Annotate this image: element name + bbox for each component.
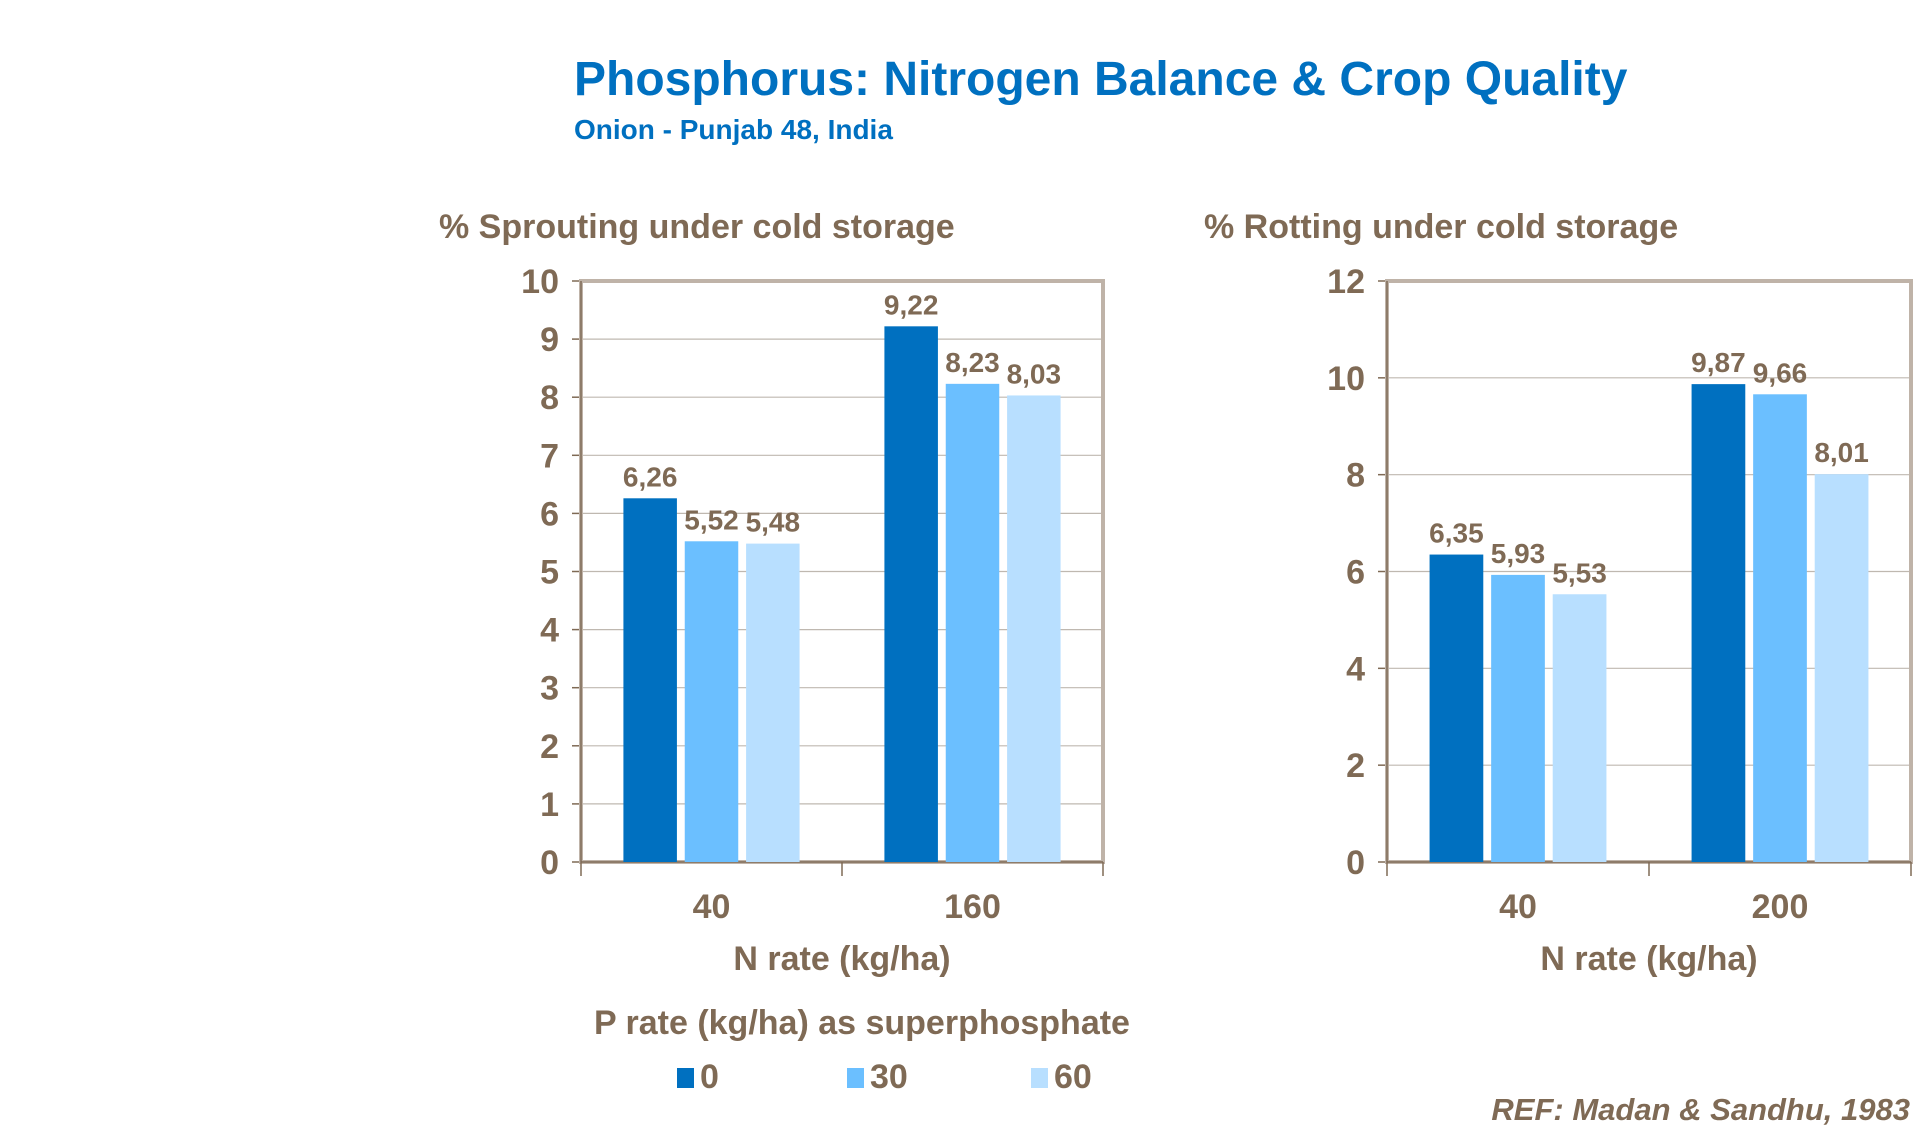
chart-title-rotting: % Rotting under cold storage [1204,208,1679,246]
bar-30-160 [945,383,1000,862]
legend-swatch-60 [1031,1067,1048,1088]
data-label: 8,01 [1814,437,1869,468]
data-label: 9,66 [1753,357,1808,388]
y-tick-label: 8 [1346,457,1365,495]
chart-title-sprouting: % Sprouting under cold storage [439,208,955,246]
y-tick-label: 8 [540,379,559,417]
y-tick-label: 1 [540,786,559,824]
y-tick-label: 0 [540,844,559,882]
data-label: 8,03 [1007,358,1062,389]
data-label: 5,48 [746,507,801,538]
y-tick-label: 0 [1346,844,1365,882]
legend-swatch-0 [677,1067,694,1088]
y-tick-label: 4 [1346,650,1365,688]
bar-0-200 [1691,384,1746,862]
data-label: 5,93 [1491,538,1546,569]
legend-swatch-30 [847,1067,864,1088]
y-tick-label: 4 [540,612,559,650]
legend-title: P rate (kg/ha) as superphosphate [594,1004,1130,1042]
bar-0-40 [1429,554,1484,862]
bar-60-40 [1552,594,1607,862]
data-label: 6,35 [1429,518,1484,549]
bar-0-40 [623,498,677,862]
data-label: 6,26 [623,461,678,492]
data-label: 5,52 [684,504,739,535]
x-category-label: 40 [693,888,731,926]
bar-60-160 [1007,395,1061,862]
legend-label-60: 60 [1054,1058,1092,1096]
bar-60-200 [1814,474,1869,862]
bar-30-40 [1491,574,1545,862]
bar-30-40 [684,541,739,862]
x-category-label: 40 [1499,888,1537,926]
y-tick-label: 6 [540,495,559,533]
y-tick-label: 7 [540,437,559,475]
reference-citation: REF: Madan & Sandhu, 1983 [1491,1092,1910,1127]
y-tick-label: 10 [1327,360,1365,398]
bar-0-160 [884,326,938,862]
data-label: 8,23 [945,347,1000,378]
data-label: 9,87 [1691,347,1746,378]
bar-30-200 [1753,394,1807,862]
legend-label-30: 30 [870,1058,908,1096]
y-tick-label: 5 [540,554,559,592]
x-axis-title: N rate (kg/ha) [1540,940,1757,978]
legend-item-30: 30 [847,1058,908,1097]
data-label: 9,22 [884,289,939,320]
legend-item-0: 0 [677,1058,719,1097]
y-tick-label: 2 [540,728,559,766]
page-subtitle: Onion - Punjab 48, India [574,114,893,145]
data-label: 5,53 [1552,557,1607,588]
y-tick-label: 2 [1346,747,1365,785]
y-tick-label: 9 [540,321,559,359]
legend-item-60: 60 [1031,1058,1092,1097]
y-tick-label: 10 [521,263,559,301]
legend-label-0: 0 [700,1058,719,1096]
x-category-label: 160 [944,888,1001,926]
y-tick-label: 3 [540,670,559,708]
y-tick-label: 6 [1346,554,1365,592]
bar-60-40 [746,543,800,862]
x-axis-title: N rate (kg/ha) [733,940,950,978]
x-category-label: 200 [1752,888,1809,926]
y-tick-label: 12 [1327,263,1365,301]
page-title: Phosphorus: Nitrogen Balance & Crop Qual… [574,53,1628,106]
